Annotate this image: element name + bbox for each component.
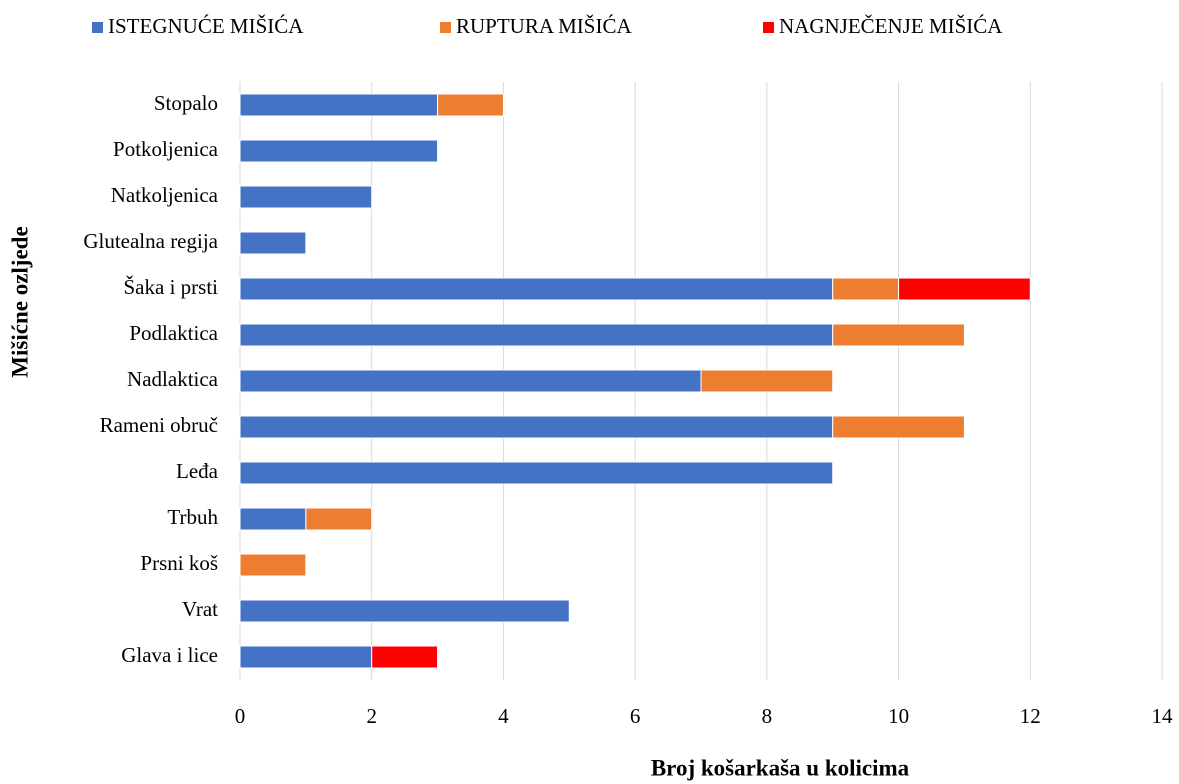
y-tick-label: Šaka i prsti [124, 275, 219, 299]
bar-segment [239, 599, 570, 623]
legend-label: RUPTURA MIŠIĆA [456, 14, 632, 38]
x-tick-label: 0 [235, 704, 246, 728]
x-tick-label: 12 [1020, 704, 1041, 728]
bar-segment [371, 645, 439, 669]
legend-swatch [763, 22, 774, 33]
x-axis-label: Broj košarkaša u kolicima [651, 755, 910, 780]
bar-segment [239, 323, 834, 347]
y-tick-label: Leđa [176, 459, 219, 483]
x-tick-label: 4 [498, 704, 509, 728]
y-tick-label: Trbuh [167, 505, 218, 529]
bar-segment [239, 507, 307, 531]
x-tick-label: 8 [762, 704, 773, 728]
y-tick-label: Podlaktica [129, 321, 218, 345]
bar-segment [305, 507, 373, 531]
y-tick-label: Natkoljenica [111, 183, 219, 207]
bar-segment [239, 231, 307, 255]
y-tick-label: Vrat [182, 597, 218, 621]
x-tick-label: 14 [1152, 704, 1174, 728]
bar-segment [239, 415, 834, 439]
bar-segment [239, 553, 307, 577]
x-tick-label: 10 [888, 704, 909, 728]
legend-label: NAGNJEČENJE MIŠIĆA [779, 14, 1003, 38]
y-tick-label: Prsni koš [140, 551, 218, 575]
bar-segment [700, 369, 834, 393]
bar-segment [239, 93, 439, 117]
bar-segment [239, 277, 834, 301]
y-tick-label: Stopalo [154, 91, 218, 115]
legend-label: ISTEGNUĆE MIŠIĆA [108, 14, 304, 38]
y-tick-label: Potkoljenica [113, 137, 219, 161]
y-tick-label: Rameni obruč [100, 413, 218, 437]
bar-segment [239, 461, 834, 485]
bar-segment [239, 185, 373, 209]
x-tick-label: 2 [366, 704, 377, 728]
bar-segment [832, 277, 900, 301]
bar-segment [898, 277, 1031, 301]
bar-segment [832, 415, 965, 439]
legend-swatch [92, 22, 103, 33]
x-tick-label: 6 [630, 704, 641, 728]
bar-segment [437, 93, 504, 117]
bar-segment [239, 645, 373, 669]
bar-segment [832, 323, 965, 347]
y-tick-label: Glava i lice [121, 643, 218, 667]
y-axis-label: Mišićne ozljede [7, 226, 32, 377]
bar-segment [239, 139, 439, 163]
bar-segment [239, 369, 702, 393]
legend-swatch [440, 22, 451, 33]
y-tick-label: Nadlaktica [127, 367, 219, 391]
y-tick-label: Glutealna regija [83, 229, 218, 253]
